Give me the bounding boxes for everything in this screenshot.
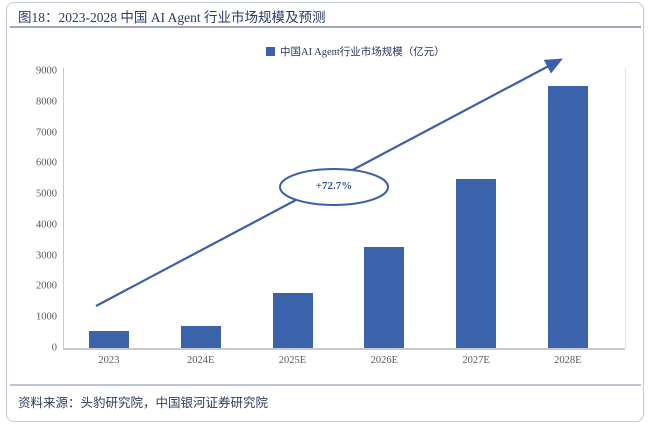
x-label-2028E: 2028E — [554, 355, 582, 366]
x-label-2024E: 2024E — [186, 355, 215, 366]
panel-border — [6, 2, 644, 422]
x-label-2023: 2023 — [98, 355, 120, 366]
figure-title: 图18：2023-2028 中国 AI Agent 行业市场规模及预测 — [18, 10, 326, 25]
y-tick-7000: 7000 — [36, 127, 57, 139]
plot-right-border — [625, 68, 626, 348]
y-tick-5000: 5000 — [36, 188, 57, 200]
bar-2024E — [180, 325, 221, 348]
x-axis-line — [63, 348, 625, 350]
bar-2026E — [364, 247, 405, 348]
growth-rate-label: +72.7% — [315, 180, 353, 192]
y-tick-0: 0 — [51, 342, 57, 354]
bar-2027E — [456, 178, 497, 348]
y-tick-6000: 6000 — [36, 157, 57, 169]
title-divider — [10, 26, 641, 28]
x-label-2026E: 2026E — [370, 355, 398, 366]
bar-2028E — [547, 85, 588, 348]
legend-swatch-icon — [266, 47, 275, 56]
legend-label: 中国AI Agent行业市场规模（亿元） — [280, 47, 445, 58]
y-tick-9000: 9000 — [36, 65, 57, 77]
y-tick-2000: 2000 — [36, 280, 57, 292]
y-axis-line — [63, 68, 64, 348]
y-tick-4000: 4000 — [36, 219, 57, 231]
bar-2023 — [88, 330, 129, 348]
y-tick-8000: 8000 — [36, 96, 57, 108]
source-note: 资料来源：头豹研究院，中国银河证券研究院 — [18, 396, 269, 410]
y-tick-1000: 1000 — [36, 311, 57, 323]
y-tick-3000: 3000 — [36, 250, 57, 262]
x-label-2025E: 2025E — [278, 355, 307, 366]
bar-2025E — [272, 293, 313, 348]
x-label-2027E: 2027E — [462, 355, 490, 366]
chart-legend: 中国AI Agent行业市场规模（亿元） — [266, 44, 445, 59]
footer-divider — [10, 384, 641, 386]
